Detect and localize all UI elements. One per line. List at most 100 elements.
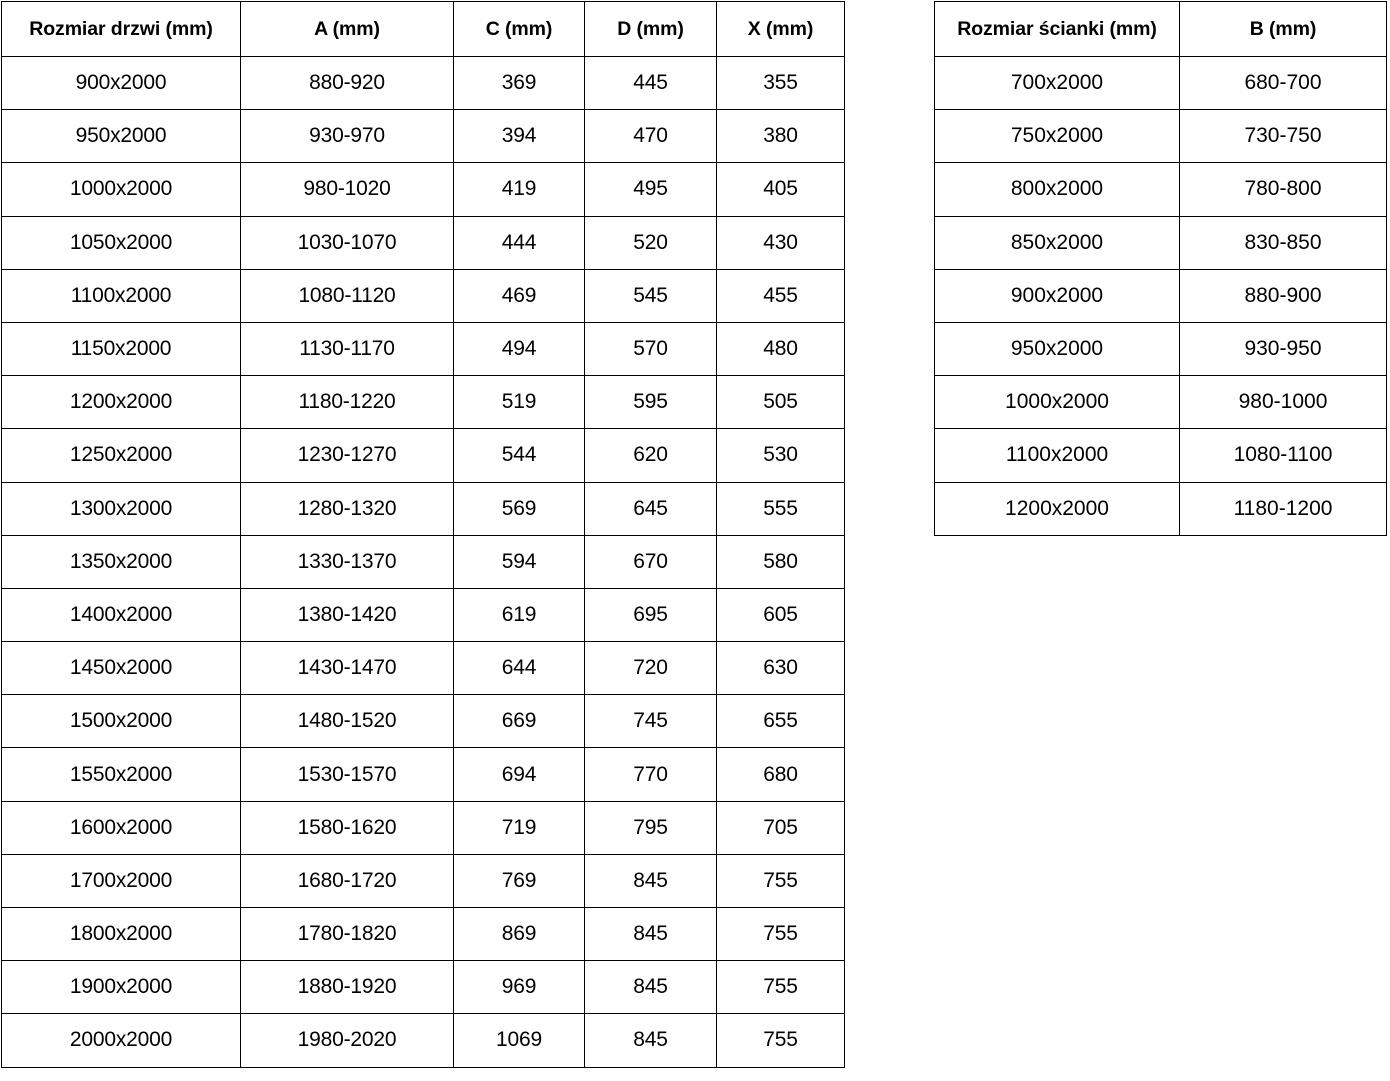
cell-wall-size: 950x2000 — [934, 321, 1180, 377]
cell-d: 445 — [584, 55, 717, 111]
cell-d: 845 — [584, 906, 717, 962]
table-row: 1000x2000 980-1020 419 495 405 — [1, 162, 845, 217]
column-header-d: D (mm) — [584, 1, 717, 57]
cell-x: 580 — [716, 534, 845, 589]
cell-x: 530 — [716, 428, 845, 483]
cell-c: 869 — [453, 906, 585, 962]
table-row: 1050x2000 1030-1070 444 520 430 — [1, 215, 845, 270]
cell-x: 755 — [716, 906, 845, 962]
column-header-wall-size: Rozmiar ścianki (mm) — [934, 1, 1180, 57]
cell-x: 755 — [716, 853, 845, 909]
table-row: 1700x2000 1680-1720 769 845 755 — [1, 853, 845, 909]
cell-d: 770 — [584, 747, 717, 802]
cell-door-size: 1500x2000 — [1, 694, 241, 749]
table-row: 900x2000 880-920 369 445 355 — [1, 55, 845, 111]
cell-c: 594 — [453, 534, 585, 589]
table-row: 1900x2000 1880-1920 969 845 755 — [1, 960, 845, 1015]
cell-door-size: 1100x2000 — [1, 268, 241, 323]
cell-b: 880-900 — [1179, 268, 1387, 323]
cell-x: 455 — [716, 268, 845, 323]
cell-x: 630 — [716, 641, 845, 696]
cell-c: 419 — [453, 162, 585, 217]
cell-a: 1130-1170 — [240, 321, 454, 377]
cell-door-size: 1300x2000 — [1, 481, 241, 536]
table-row: 1100x2000 1080-1100 — [934, 428, 1387, 483]
table-row: 1250x2000 1230-1270 544 620 530 — [1, 428, 845, 483]
cell-x: 705 — [716, 800, 845, 855]
cell-door-size: 1700x2000 — [1, 853, 241, 909]
table-row: 1500x2000 1480-1520 669 745 655 — [1, 694, 845, 749]
doors-table-body: 900x2000 880-920 369 445 355 950x2000 93… — [1, 55, 845, 1068]
cell-a: 1780-1820 — [240, 906, 454, 962]
cell-c: 669 — [453, 694, 585, 749]
cell-door-size: 1450x2000 — [1, 641, 241, 696]
cell-x: 755 — [716, 960, 845, 1015]
cell-a: 1230-1270 — [240, 428, 454, 483]
cell-x: 355 — [716, 55, 845, 111]
cell-door-size: 1800x2000 — [1, 906, 241, 962]
cell-c: 719 — [453, 800, 585, 855]
cell-x: 755 — [716, 1013, 845, 1068]
cell-c: 619 — [453, 587, 585, 643]
cell-b: 1080-1100 — [1179, 428, 1387, 483]
cell-c: 644 — [453, 641, 585, 696]
cell-x: 380 — [716, 109, 845, 164]
cell-x: 655 — [716, 694, 845, 749]
cell-c: 1069 — [453, 1013, 585, 1068]
cell-wall-size: 800x2000 — [934, 162, 1180, 217]
cell-a: 1030-1070 — [240, 215, 454, 270]
cell-a: 1380-1420 — [240, 587, 454, 643]
table-row: 1300x2000 1280-1320 569 645 555 — [1, 481, 845, 536]
table-row: 1800x2000 1780-1820 869 845 755 — [1, 906, 845, 962]
cell-c: 969 — [453, 960, 585, 1015]
cell-door-size: 1600x2000 — [1, 800, 241, 855]
wall-panel-size-specification-table: Rozmiar ścianki (mm) B (mm) 700x2000 680… — [934, 1, 1387, 536]
table-row: 950x2000 930-970 394 470 380 — [1, 109, 845, 164]
column-header-b: B (mm) — [1179, 1, 1387, 57]
cell-door-size: 1150x2000 — [1, 321, 241, 377]
table-row: 1000x2000 980-1000 — [934, 375, 1387, 430]
cell-d: 620 — [584, 428, 717, 483]
cell-a: 1430-1470 — [240, 641, 454, 696]
cell-a: 930-970 — [240, 109, 454, 164]
cell-d: 520 — [584, 215, 717, 270]
table-row: 800x2000 780-800 — [934, 162, 1387, 217]
wall-table-header: Rozmiar ścianki (mm) B (mm) — [934, 1, 1387, 57]
cell-b: 830-850 — [1179, 215, 1387, 270]
cell-c: 469 — [453, 268, 585, 323]
table-row: 900x2000 880-900 — [934, 268, 1387, 323]
cell-d: 570 — [584, 321, 717, 377]
table-row: 1600x2000 1580-1620 719 795 705 — [1, 800, 845, 855]
table-row: 950x2000 930-950 — [934, 321, 1387, 377]
table-row: 750x2000 730-750 — [934, 109, 1387, 164]
cell-d: 745 — [584, 694, 717, 749]
cell-d: 595 — [584, 375, 717, 430]
cell-door-size: 900x2000 — [1, 55, 241, 111]
cell-a: 980-1020 — [240, 162, 454, 217]
cell-b: 930-950 — [1179, 321, 1387, 377]
cell-d: 845 — [584, 853, 717, 909]
cell-d: 670 — [584, 534, 717, 589]
cell-d: 470 — [584, 109, 717, 164]
cell-c: 444 — [453, 215, 585, 270]
cell-a: 1080-1120 — [240, 268, 454, 323]
cell-a: 1880-1920 — [240, 960, 454, 1015]
column-header-x: X (mm) — [716, 1, 845, 57]
cell-wall-size: 750x2000 — [934, 109, 1180, 164]
doors-table-header: Rozmiar drzwi (mm) A (mm) C (mm) D (mm) … — [1, 1, 845, 57]
cell-c: 544 — [453, 428, 585, 483]
cell-x: 605 — [716, 587, 845, 643]
cell-b: 680-700 — [1179, 55, 1387, 111]
cell-b: 1180-1200 — [1179, 481, 1387, 536]
cell-a: 1530-1570 — [240, 747, 454, 802]
cell-c: 519 — [453, 375, 585, 430]
cell-door-size: 1050x2000 — [1, 215, 241, 270]
table-row: 700x2000 680-700 — [934, 55, 1387, 111]
cell-d: 495 — [584, 162, 717, 217]
cell-wall-size: 1000x2000 — [934, 375, 1180, 430]
cell-d: 720 — [584, 641, 717, 696]
cell-x: 555 — [716, 481, 845, 536]
cell-door-size: 1000x2000 — [1, 162, 241, 217]
cell-wall-size: 1200x2000 — [934, 481, 1180, 536]
